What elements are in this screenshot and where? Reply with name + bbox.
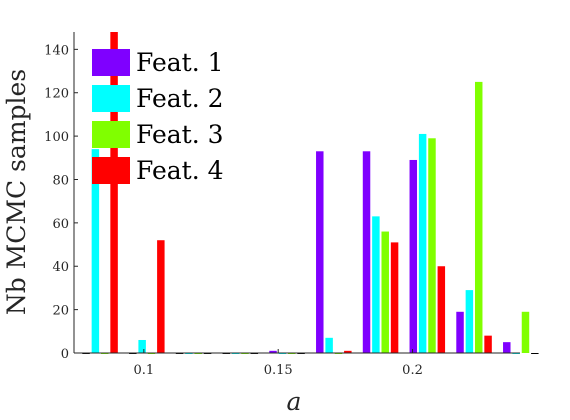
legend-swatch bbox=[92, 85, 130, 112]
y-tick-label: 140 bbox=[44, 43, 69, 58]
legend-label: Feat. 4 bbox=[136, 156, 224, 185]
x-axis-label: a bbox=[287, 387, 302, 416]
y-tick-label: 0 bbox=[61, 347, 69, 362]
bar bbox=[138, 339, 146, 353]
bar bbox=[91, 149, 100, 353]
bar bbox=[344, 350, 352, 353]
bar bbox=[110, 32, 118, 353]
legend-swatch bbox=[92, 121, 130, 148]
legend: Feat. 1 Feat. 2 Feat. 3 Feat. 4 bbox=[92, 48, 224, 185]
legend-label: Feat. 2 bbox=[136, 84, 224, 113]
y-tick-label: 80 bbox=[52, 173, 69, 188]
bar bbox=[409, 159, 418, 353]
y-tick-label: 60 bbox=[52, 217, 69, 232]
bar bbox=[428, 138, 436, 353]
y-axis-label: Nb MCMC samples bbox=[2, 69, 31, 315]
y-ticks: 0 20 40 60 80 100 120 140 bbox=[44, 43, 78, 362]
legend-label: Feat. 3 bbox=[136, 120, 224, 149]
bar bbox=[484, 335, 492, 353]
legend-swatch bbox=[92, 157, 130, 184]
axes-layer bbox=[73, 32, 520, 354]
bar bbox=[503, 342, 511, 353]
bar bbox=[325, 337, 333, 353]
x-tick-label: 0.2 bbox=[402, 363, 423, 378]
bar bbox=[418, 133, 427, 353]
bar bbox=[521, 311, 530, 353]
x-tick-label: 0.15 bbox=[264, 363, 293, 378]
bar bbox=[269, 350, 277, 353]
x-tick-label: 0.1 bbox=[134, 363, 155, 378]
bar bbox=[362, 151, 371, 353]
legend-swatch bbox=[92, 49, 130, 76]
y-tick-label: 40 bbox=[52, 260, 69, 275]
legend-label: Feat. 1 bbox=[136, 48, 224, 77]
bar bbox=[465, 290, 474, 353]
bars-layer bbox=[82, 32, 539, 354]
y-tick-label: 120 bbox=[44, 87, 69, 102]
bar bbox=[474, 81, 483, 353]
bar bbox=[456, 311, 464, 353]
y-tick-label: 20 bbox=[52, 304, 69, 319]
bar bbox=[372, 216, 380, 353]
bar bbox=[157, 240, 165, 353]
bar bbox=[390, 242, 399, 353]
bar bbox=[381, 231, 389, 353]
bar bbox=[437, 266, 446, 353]
y-tick-label: 100 bbox=[44, 130, 69, 145]
x-ticks: 0.1 0.15 0.2 bbox=[134, 349, 423, 378]
bar bbox=[316, 151, 324, 353]
